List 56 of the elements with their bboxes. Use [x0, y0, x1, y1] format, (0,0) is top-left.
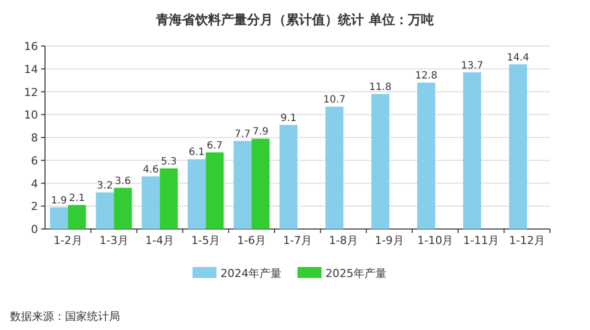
data-label: 6.1: [188, 147, 205, 158]
bar: [96, 192, 114, 229]
legend-label: 2025年产量: [326, 267, 386, 280]
y-tick-label: 6: [31, 154, 38, 168]
data-label: 3.2: [96, 180, 113, 192]
bar: [509, 64, 528, 229]
bar: [325, 106, 344, 229]
y-tick-label: 4: [31, 177, 38, 190]
data-label: 5.3: [160, 156, 177, 168]
source-note: 数据来源：国家统计局: [10, 310, 120, 323]
x-tick-label: 1-12月: [509, 234, 546, 247]
data-label: 6.7: [206, 140, 223, 152]
bar: [417, 82, 436, 229]
data-label: 11.8: [369, 82, 392, 94]
y-tick-label: 16: [24, 40, 38, 53]
bar: [371, 94, 390, 229]
legend-label: 2024年产量: [220, 267, 282, 280]
data-label: 2.1: [69, 192, 85, 204]
x-tick-label: 1-4月: [145, 234, 174, 247]
y-tick-label: 12: [24, 86, 38, 99]
x-tick-label: 1-9月: [374, 234, 404, 247]
bar: [160, 168, 178, 229]
bar: [50, 207, 68, 229]
bar: [68, 204, 86, 229]
y-tick-label: 0: [31, 223, 38, 236]
data-label: 9.1: [280, 112, 296, 124]
bar: [114, 188, 132, 229]
data-label: 1.9: [51, 195, 67, 206]
bar: [463, 72, 482, 229]
x-tick-label: 1-10月: [417, 234, 454, 247]
y-tick-label: 14: [24, 62, 38, 76]
bar: [188, 159, 206, 229]
bar: [206, 152, 224, 229]
x-tick-label: 1-7月: [283, 234, 312, 247]
data-label: 10.7: [323, 94, 346, 106]
x-tick-label: 1-6月: [237, 234, 266, 247]
bar: [252, 138, 270, 229]
x-tick-label: 1-5月: [191, 234, 220, 247]
x-tick-label: 1-2月: [53, 234, 82, 247]
y-tick-label: 8: [31, 132, 38, 144]
data-label: 4.6: [142, 164, 159, 176]
data-label: 12.8: [415, 70, 438, 82]
data-label: 13.7: [461, 60, 484, 72]
x-tick-label: 1-3月: [99, 234, 128, 247]
y-tick-label: 10: [24, 108, 38, 122]
data-label: 3.6: [114, 176, 131, 187]
x-tick-label: 1-8月: [328, 234, 358, 247]
bar: [234, 140, 252, 229]
data-label: 7.9: [252, 126, 269, 138]
data-label: 14.4: [506, 52, 530, 64]
x-tick-label: 1-11月: [463, 234, 500, 247]
chart-title: 青海省饮料产量分月（累计值）统计 单位：万吨: [155, 12, 434, 28]
y-tick-label: 2: [31, 200, 38, 214]
bar: [142, 176, 160, 229]
bar: [280, 124, 298, 229]
data-label: 7.7: [234, 128, 251, 140]
